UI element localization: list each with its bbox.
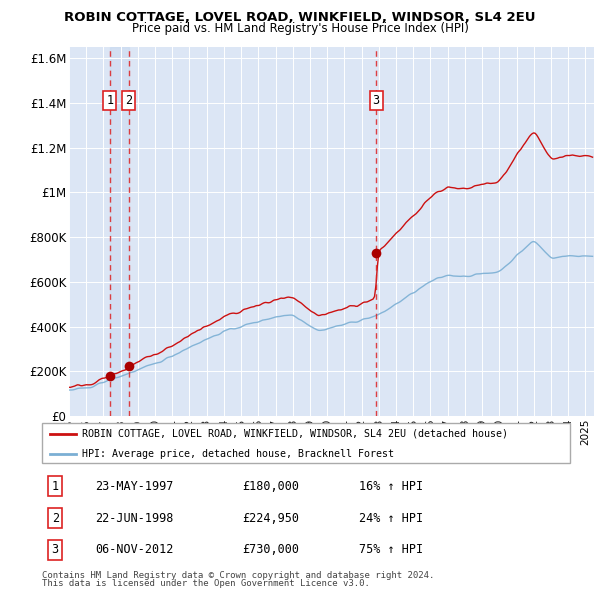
Text: 3: 3 [373,94,380,107]
Text: 24% ↑ HPI: 24% ↑ HPI [359,512,423,525]
Bar [110,47,129,416]
Text: 2: 2 [52,512,59,525]
Text: ROBIN COTTAGE, LOVEL ROAD, WINKFIELD, WINDSOR, SL4 2EU (detached house): ROBIN COTTAGE, LOVEL ROAD, WINKFIELD, WI… [82,429,508,439]
Text: 1: 1 [52,480,59,493]
Text: 06-NOV-2012: 06-NOV-2012 [95,543,173,556]
Text: 1: 1 [106,94,113,107]
Text: 75% ↑ HPI: 75% ↑ HPI [359,543,423,556]
Text: 16% ↑ HPI: 16% ↑ HPI [359,480,423,493]
Text: Contains HM Land Registry data © Crown copyright and database right 2024.: Contains HM Land Registry data © Crown c… [42,571,434,579]
Text: £730,000: £730,000 [242,543,299,556]
Text: 2: 2 [125,94,132,107]
Text: 22-JUN-1998: 22-JUN-1998 [95,512,173,525]
Text: 3: 3 [52,543,59,556]
Text: 23-MAY-1997: 23-MAY-1997 [95,480,173,493]
Text: £180,000: £180,000 [242,480,299,493]
Text: HPI: Average price, detached house, Bracknell Forest: HPI: Average price, detached house, Brac… [82,450,394,460]
Text: £224,950: £224,950 [242,512,299,525]
Text: Price paid vs. HM Land Registry's House Price Index (HPI): Price paid vs. HM Land Registry's House … [131,22,469,35]
Text: This data is licensed under the Open Government Licence v3.0.: This data is licensed under the Open Gov… [42,579,370,588]
Text: ROBIN COTTAGE, LOVEL ROAD, WINKFIELD, WINDSOR, SL4 2EU: ROBIN COTTAGE, LOVEL ROAD, WINKFIELD, WI… [64,11,536,24]
